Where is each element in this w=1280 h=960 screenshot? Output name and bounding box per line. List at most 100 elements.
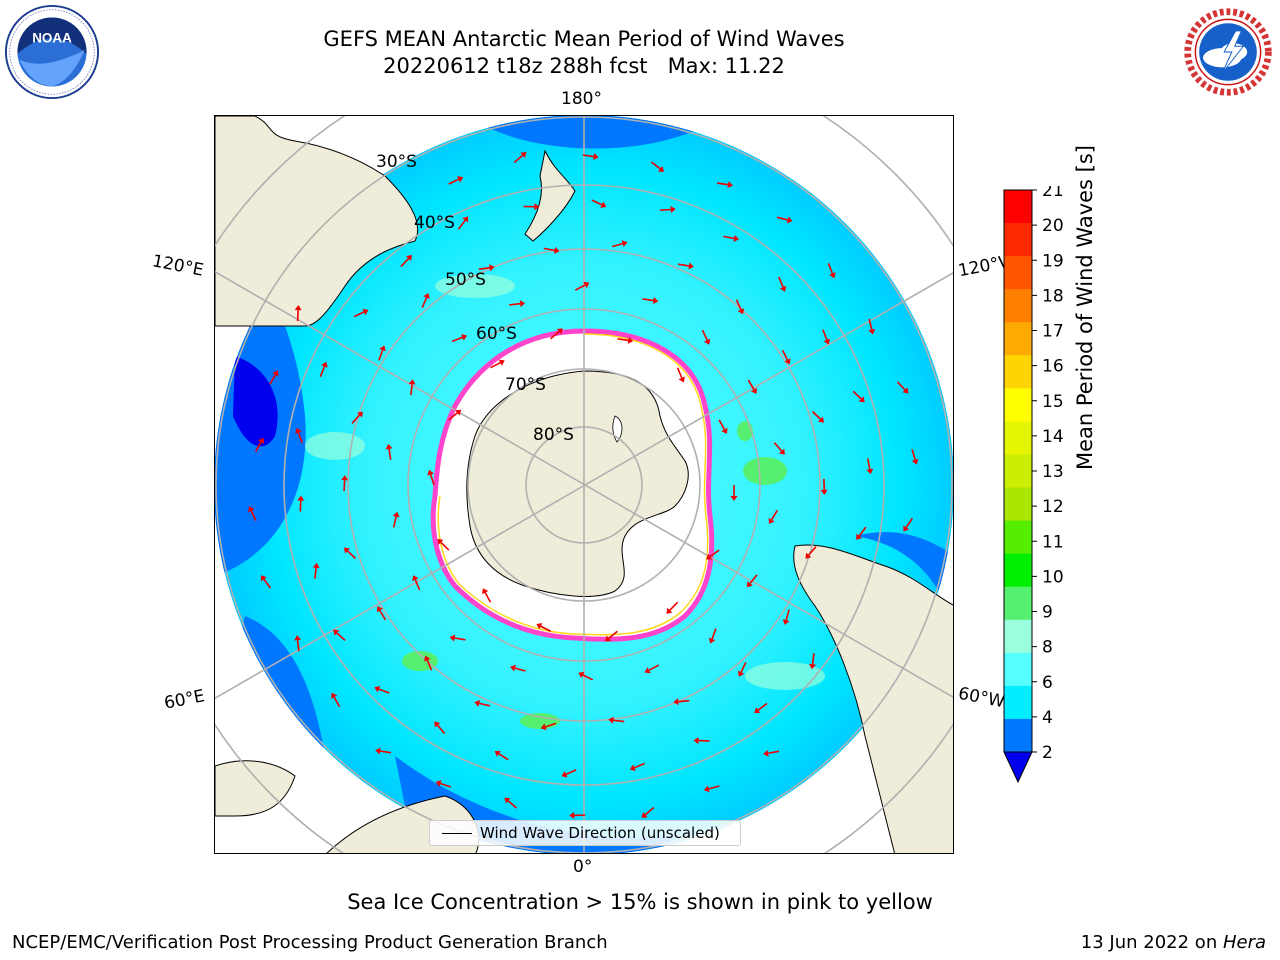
- lon-label-180: 180°: [561, 89, 602, 109]
- wind-wave-arrow-head: [820, 489, 828, 495]
- wind-wave-arrow-head: [474, 699, 480, 707]
- wind-wave-arrow-shaft: [347, 550, 357, 560]
- legend-line-swatch: [442, 833, 472, 834]
- wind-wave-arrow-head: [435, 780, 442, 787]
- wind-wave-arrow-head: [534, 203, 540, 211]
- wind-wave-arrow-shaft: [718, 419, 726, 430]
- wind-wave-arrow-head: [903, 525, 910, 532]
- wind-wave-arrow-head: [294, 635, 302, 641]
- wind-wave-arrow-shaft: [379, 610, 387, 621]
- lon-label-120e: 120°E: [150, 251, 206, 281]
- wind-wave-arrow-shaft: [711, 628, 717, 640]
- mid-period-patch: [435, 274, 515, 298]
- wind-wave-arrow-head: [868, 328, 876, 335]
- colorbar-band: [1004, 619, 1032, 654]
- graticule: [215, 116, 953, 853]
- wind-wave-arrow-head: [356, 411, 363, 418]
- wind-wave-arrow-head: [578, 671, 585, 679]
- wind-wave-arrow-head: [321, 361, 328, 368]
- wind-wave-arrow-head: [911, 458, 919, 465]
- lat-label-80s: 80°S: [533, 425, 574, 445]
- wind-wave-arrow-head: [721, 427, 728, 434]
- wind-wave-arrow-head: [258, 437, 265, 444]
- wind-wave-arrow-shaft: [591, 199, 603, 206]
- colorbar-band: [1004, 454, 1032, 489]
- wind-wave-arrow-head: [730, 496, 738, 501]
- wind-wave-arrow-head: [449, 634, 456, 642]
- colorbar-tick-label: 10: [1042, 567, 1064, 587]
- wind-wave-arrow-shaft: [608, 630, 618, 639]
- wind-wave-arrow-shaft: [379, 750, 392, 754]
- low-period-core: [233, 356, 278, 447]
- ice-edge-yellow: [437, 333, 709, 636]
- colorbar-tick-label: 13: [1042, 462, 1064, 482]
- wind-wave-arrow-head: [553, 246, 560, 254]
- colorbar-tick-label: 4: [1042, 708, 1053, 728]
- wind-wave-arrow-shaft: [770, 509, 779, 521]
- wind-wave-arrow-head: [600, 201, 607, 208]
- colorbar-band: [1004, 487, 1032, 522]
- lon-label-60e: 60°E: [162, 686, 207, 714]
- wind-wave-arrow-head: [455, 409, 462, 416]
- lat-label-60s: 60°S: [476, 324, 517, 344]
- wind-wave-arrow-head: [333, 629, 340, 636]
- wind-wave-arrow-shaft: [868, 318, 873, 330]
- wind-wave-arrow-head: [331, 692, 338, 699]
- colorbar-tick-label: 21: [1042, 186, 1064, 201]
- wind-wave-arrow-shaft: [540, 625, 551, 632]
- wind-wave-arrow-shaft: [611, 242, 623, 248]
- wind-wave-arrow-head: [688, 262, 694, 270]
- wind-wave-arrow-shaft: [811, 653, 815, 665]
- colorbar-tick-label: 8: [1042, 638, 1053, 658]
- wind-wave-arrow-head: [312, 562, 320, 569]
- wind-wave-arrow-head: [461, 334, 468, 341]
- wind-wave-arrow-head: [733, 235, 740, 242]
- wind-wave-arrow-shaft: [678, 699, 690, 703]
- wind-wave-arrow-shaft: [634, 762, 645, 769]
- high-period-patch: [737, 421, 753, 441]
- colorbar-band: [1004, 718, 1032, 753]
- wind-wave-arrow-head: [657, 165, 665, 172]
- colorbar-band: [1004, 388, 1032, 422]
- wind-wave-arrow-shaft: [827, 263, 834, 274]
- wind-wave-arrow-head: [248, 506, 255, 513]
- wind-wave-arrow-shaft: [448, 412, 458, 421]
- colorbar-tick-label: 16: [1042, 357, 1064, 377]
- wind-wave-arrow-shaft: [254, 441, 262, 453]
- wind-wave-arrow-head: [504, 797, 511, 804]
- wind-wave-arrow-shaft: [896, 381, 906, 391]
- wind-wave-arrow-shaft: [550, 331, 560, 340]
- colorbar-band: [1004, 289, 1032, 323]
- wind-wave-arrow-shaft: [299, 500, 302, 512]
- wind-wave-arrow-head: [703, 785, 710, 793]
- wind-wave-arrow-shaft: [808, 546, 817, 556]
- wind-wave-arrow-head: [343, 547, 350, 554]
- wind-wave-arrow-shaft: [613, 719, 625, 723]
- wind-wave-arrow-shaft: [582, 154, 594, 158]
- wind-wave-arrow-shaft: [448, 178, 459, 185]
- wind-wave-arrow-head: [627, 336, 634, 344]
- colorbar-tick-label: 18: [1042, 286, 1064, 306]
- wind-wave-arrow-head: [272, 370, 279, 377]
- wind-wave-arrow-shaft: [650, 161, 661, 170]
- wind-wave-arrow-head: [737, 308, 745, 315]
- wind-wave-arrow-shaft: [269, 374, 277, 385]
- wind-wave-arrow-head: [295, 427, 302, 434]
- wind-wave-arrow-shaft: [454, 637, 466, 641]
- meridian-60e-120w: [215, 272, 953, 700]
- wind-wave-arrow-head: [703, 338, 711, 345]
- colorbar-tick-label: 17: [1042, 322, 1064, 342]
- wind-wave-arrow-shaft: [378, 688, 390, 694]
- wind-wave-arrow-shaft: [351, 414, 361, 424]
- wind-wave-arrow-shaft: [513, 154, 524, 164]
- high-period-patch: [520, 713, 560, 729]
- wind-wave-arrow-shaft: [709, 549, 720, 558]
- wind-wave-arrow-head: [786, 216, 793, 224]
- low-period-region-north: [485, 116, 705, 149]
- wind-wave-arrow-shaft: [911, 449, 916, 461]
- wind-wave-arrow-shaft: [426, 659, 433, 671]
- footer-credit: NCEP/EMC/Verification Post Processing Pr…: [12, 932, 608, 953]
- wind-wave-arrow-shaft: [297, 432, 303, 444]
- wind-wave-arrow-head: [540, 723, 547, 731]
- wind-wave-arrow-shaft: [822, 329, 828, 341]
